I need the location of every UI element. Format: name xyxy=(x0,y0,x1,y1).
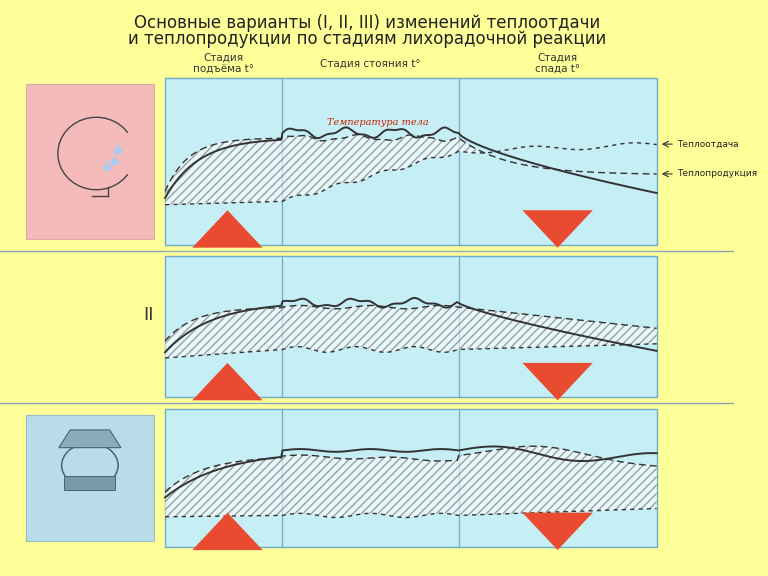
Polygon shape xyxy=(522,513,593,550)
Bar xyxy=(25,84,154,239)
Bar xyxy=(25,415,154,541)
Polygon shape xyxy=(59,430,121,448)
Circle shape xyxy=(114,147,123,154)
Polygon shape xyxy=(522,363,593,400)
Polygon shape xyxy=(192,363,263,400)
Polygon shape xyxy=(522,210,593,248)
Text: Стадия стояния t°: Стадия стояния t° xyxy=(320,59,421,69)
Bar xyxy=(165,409,657,547)
Text: Стадия
подъёма t°: Стадия подъёма t° xyxy=(194,52,254,75)
Text: и теплопродукции по стадиям лихорадочной реакции: и теплопродукции по стадиям лихорадочной… xyxy=(127,30,606,48)
Text: III: III xyxy=(138,457,154,476)
Text: Основные варианты (I, II, III) изменений теплоотдачи: Основные варианты (I, II, III) изменений… xyxy=(134,14,600,32)
Bar xyxy=(165,256,657,397)
Circle shape xyxy=(111,158,119,166)
Text: II: II xyxy=(144,306,154,324)
Text: I: I xyxy=(149,134,154,151)
Text: Теплоотдача: Теплоотдача xyxy=(677,139,739,149)
Polygon shape xyxy=(192,210,263,248)
Circle shape xyxy=(103,165,111,172)
Text: Стадия
спада t°: Стадия спада t° xyxy=(535,52,580,75)
Text: Теплопродукция: Теплопродукция xyxy=(677,169,757,179)
Polygon shape xyxy=(192,513,263,550)
Bar xyxy=(165,78,657,245)
Text: Температура тела: Температура тела xyxy=(327,118,429,127)
Bar xyxy=(65,476,115,490)
